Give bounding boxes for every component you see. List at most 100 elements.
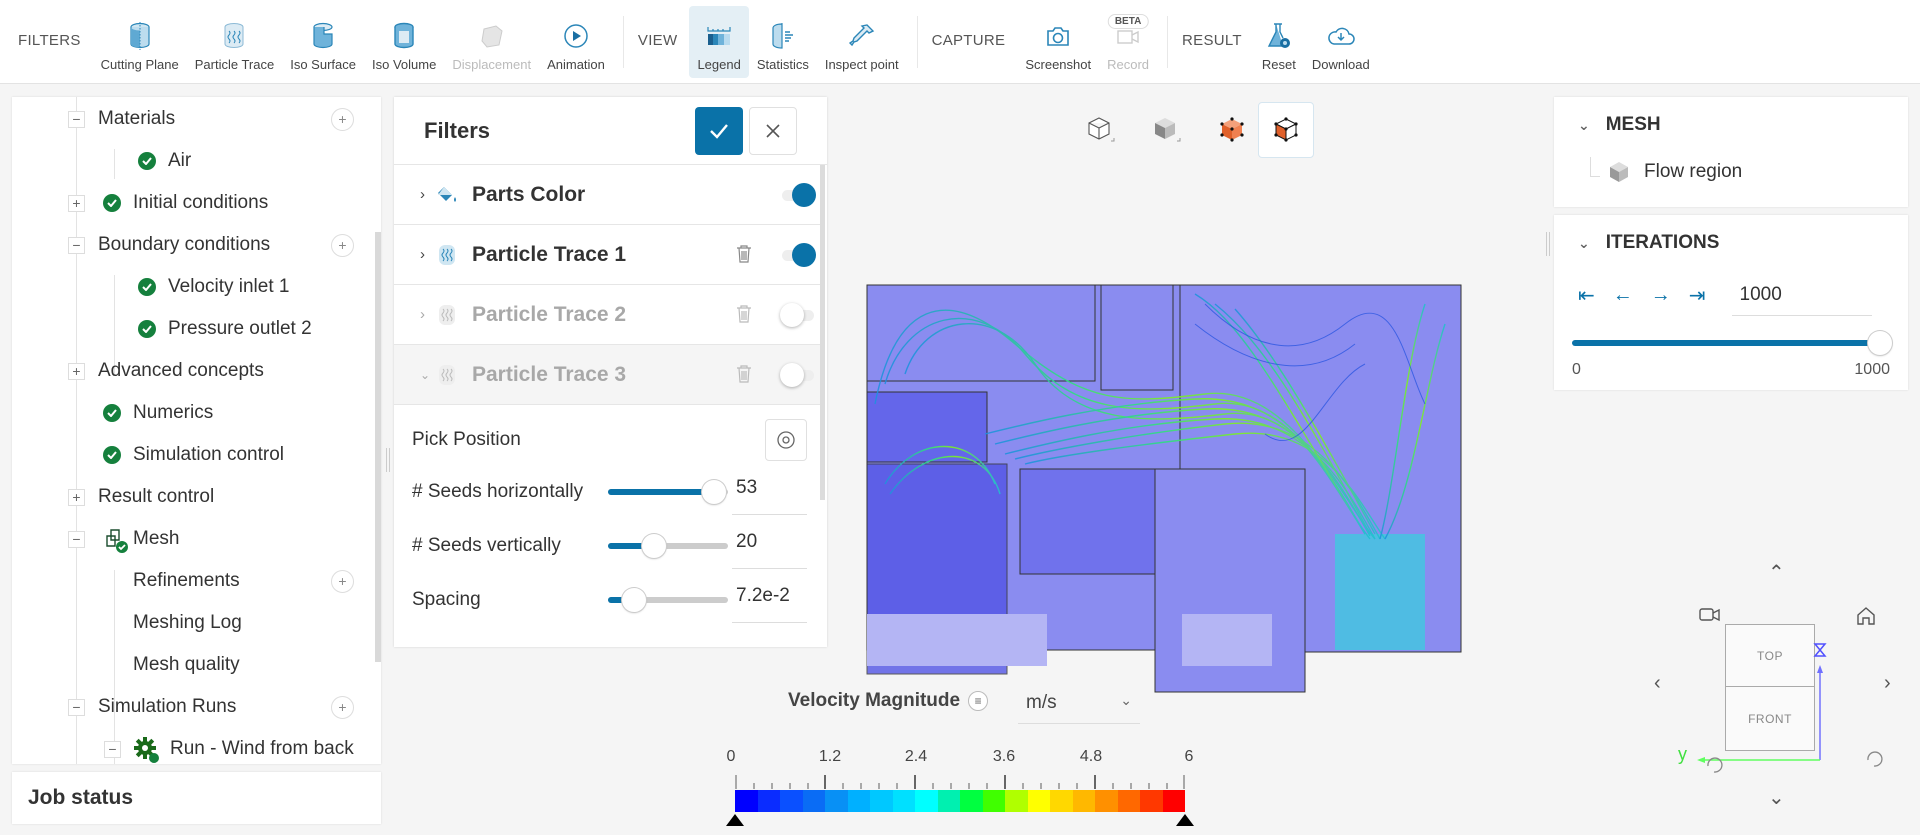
wireframe-view-button[interactable]: [1072, 102, 1128, 158]
edges-view-button[interactable]: [1204, 102, 1260, 158]
reset-button[interactable]: Reset: [1254, 6, 1304, 78]
filter-row-particle-trace-1[interactable]: › Particle Trace 1: [394, 225, 820, 285]
collapse-icon[interactable]: −: [68, 110, 85, 128]
first-iteration-icon[interactable]: ⇤: [1578, 284, 1595, 307]
unit-select[interactable]: m/s ⌄: [1018, 688, 1140, 724]
legend-button[interactable]: Legend: [689, 5, 749, 78]
tree-item-initial-conditions[interactable]: + Initial conditions: [12, 182, 372, 224]
iterations-panel-header[interactable]: ⌄ ITERATIONS: [1554, 215, 1908, 271]
statistics-button[interactable]: Statistics: [749, 6, 817, 78]
screenshot-button[interactable]: Screenshot: [1017, 6, 1099, 78]
cutting-plane-button[interactable]: Cutting Plane: [93, 6, 187, 78]
tree-item-velocity-inlet[interactable]: Velocity inlet 1: [12, 266, 372, 308]
collapse-icon[interactable]: −: [104, 740, 121, 758]
colorbar-tick-label: 0: [726, 748, 736, 765]
add-icon[interactable]: +: [331, 107, 354, 131]
spacing-input[interactable]: 7.2e-2: [732, 579, 807, 623]
animation-button[interactable]: Animation: [539, 6, 613, 78]
filter-row-particle-trace-2[interactable]: › Particle Trace 2: [394, 285, 820, 345]
selection-view-button[interactable]: [1258, 102, 1314, 158]
tree-item-advanced-concepts[interactable]: + Advanced concepts: [12, 350, 372, 392]
filter-row-parts-color[interactable]: › Parts Color: [394, 165, 820, 225]
tree-item-boundary-conditions[interactable]: − Boundary conditions +: [12, 224, 372, 266]
filter-row-particle-trace-3[interactable]: ⌄ Particle Trace 3: [394, 345, 820, 405]
displacement-button[interactable]: Displacement: [444, 6, 539, 78]
rotate-down-icon[interactable]: ⌄: [1768, 787, 1785, 809]
seeds-horizontal-input[interactable]: 53: [732, 471, 807, 515]
spacing-slider[interactable]: [608, 588, 728, 612]
legend-menu-icon[interactable]: ≡: [968, 691, 989, 711]
chevron-right-icon[interactable]: ›: [420, 186, 425, 203]
tree-item-simulation-control[interactable]: Simulation control: [12, 434, 372, 476]
confirm-button[interactable]: [695, 106, 743, 155]
add-icon[interactable]: +: [331, 233, 354, 257]
chevron-right-icon[interactable]: ›: [420, 306, 425, 323]
tree-item-refinements[interactable]: Refinements +: [12, 560, 372, 602]
rotate-left-icon[interactable]: ‹: [1654, 672, 1661, 694]
camera-view-icon[interactable]: [1698, 605, 1722, 625]
chevron-down-icon[interactable]: ⌄: [420, 367, 431, 382]
tree-item-simulation-runs[interactable]: − Simulation Runs +: [12, 686, 372, 728]
pick-position-button[interactable]: [765, 419, 807, 461]
tree-item-materials[interactable]: − Materials +: [12, 98, 372, 140]
inspect-point-button[interactable]: Inspect point: [817, 6, 907, 78]
rotate-right-icon[interactable]: ›: [1884, 672, 1891, 694]
iteration-input[interactable]: 1000: [1731, 274, 1872, 316]
seeds-vertical-slider[interactable]: [608, 534, 728, 558]
job-status-panel[interactable]: Job status: [12, 772, 381, 824]
tree-item-run[interactable]: − Run - Wind from back: [12, 728, 372, 764]
iso-surface-button[interactable]: Iso Surface: [282, 6, 364, 78]
trash-icon[interactable]: [736, 245, 752, 268]
tree-scrollbar[interactable]: [375, 232, 381, 662]
mesh-item-flow-region[interactable]: Flow region: [1608, 160, 1742, 184]
navcube-front-face[interactable]: FRONT: [1725, 687, 1815, 751]
mesh-panel-header[interactable]: ⌄ MESH: [1554, 97, 1908, 153]
panel-resize-handle[interactable]: [386, 448, 390, 472]
close-button[interactable]: [749, 106, 797, 155]
particle-trace-3-toggle[interactable]: [780, 361, 816, 389]
collapse-icon[interactable]: −: [68, 530, 85, 548]
particle-trace-button[interactable]: Particle Trace: [187, 6, 282, 78]
particle-trace-1-toggle[interactable]: [780, 241, 816, 269]
seeds-horizontal-slider[interactable]: [608, 480, 728, 504]
iso-volume-button[interactable]: Iso Volume: [364, 6, 444, 78]
tree-item-meshing-log[interactable]: Meshing Log: [12, 602, 372, 644]
particle-trace-2-toggle[interactable]: [780, 301, 816, 329]
expand-icon[interactable]: +: [68, 194, 85, 212]
toolbar-divider: [1167, 15, 1169, 68]
trash-icon[interactable]: [736, 305, 752, 328]
download-button[interactable]: Download: [1304, 6, 1378, 78]
solid-view-button[interactable]: [1138, 102, 1194, 158]
add-icon[interactable]: +: [331, 695, 354, 719]
rotate-up-icon[interactable]: ⌃: [1768, 562, 1785, 584]
tree-item-mesh[interactable]: − Mesh: [12, 518, 372, 560]
chevron-right-icon[interactable]: ›: [420, 246, 425, 263]
previous-iteration-icon[interactable]: ←: [1612, 283, 1633, 306]
expand-icon[interactable]: +: [68, 488, 85, 506]
last-iteration-icon[interactable]: ⇥: [1688, 284, 1706, 307]
tree-item-numerics[interactable]: Numerics: [12, 392, 372, 434]
tree-item-result-control[interactable]: + Result control: [12, 476, 372, 518]
3d-viewport[interactable]: [840, 84, 1540, 835]
navcube-top-face[interactable]: TOP: [1725, 624, 1815, 687]
filters-scrollbar[interactable]: [820, 165, 825, 500]
trash-icon[interactable]: [736, 365, 752, 388]
iteration-slider[interactable]: [1572, 331, 1892, 355]
colorbar-max-handle[interactable]: [1176, 814, 1194, 826]
panel-resize-handle[interactable]: [1546, 232, 1550, 256]
colorbar-segment: [1162, 790, 1185, 812]
tree-item-mesh-quality[interactable]: Mesh quality: [12, 644, 372, 686]
parts-color-toggle[interactable]: [780, 181, 816, 209]
add-icon[interactable]: +: [331, 569, 354, 593]
seeds-vertical-input[interactable]: 20: [732, 525, 807, 569]
particle-trace-render[interactable]: [865, 284, 1465, 694]
tree-item-pressure-outlet[interactable]: Pressure outlet 2: [12, 308, 372, 350]
record-button[interactable]: BETA Record: [1099, 6, 1157, 78]
home-icon[interactable]: [1855, 605, 1877, 627]
next-iteration-icon[interactable]: →: [1650, 283, 1671, 306]
colorbar-min-handle[interactable]: [726, 814, 744, 826]
expand-icon[interactable]: +: [68, 362, 85, 380]
collapse-icon[interactable]: −: [68, 236, 85, 254]
tree-item-air[interactable]: Air: [12, 140, 372, 182]
collapse-icon[interactable]: −: [68, 698, 85, 716]
